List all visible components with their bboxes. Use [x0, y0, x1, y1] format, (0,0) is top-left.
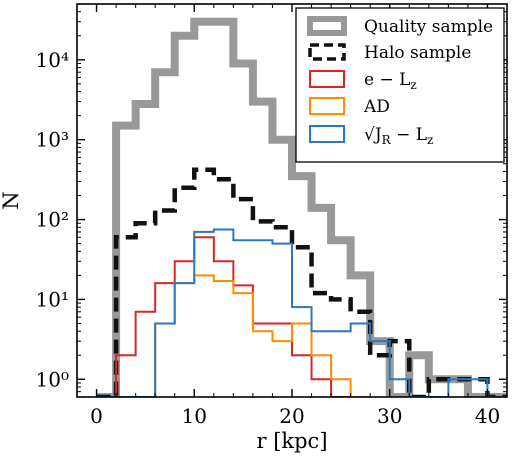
y-tick-label: 10¹: [36, 287, 69, 311]
x-axis-label: r [kpc]: [256, 429, 327, 453]
x-tick-label: 40: [475, 404, 500, 428]
series-step-line-4: [96, 228, 507, 397]
y-tick-label: 10²: [36, 208, 69, 232]
legend-label: Quality sample: [364, 17, 493, 37]
x-tick-label: 0: [90, 404, 103, 428]
legend-swatch: [309, 70, 345, 88]
legend-swatch: [308, 43, 346, 61]
legend-swatch: [307, 16, 347, 36]
y-axis-label: N: [0, 191, 23, 209]
legend-swatch: [309, 97, 345, 115]
y-tick-label: 10⁰: [36, 367, 69, 391]
x-tick-label: 20: [279, 404, 304, 428]
legend-label: AD: [363, 97, 390, 117]
legend: Quality sample Halo sample e − Lz AD √JR − L…: [295, 7, 505, 163]
legend-swatch: [309, 125, 345, 143]
x-tick-label: 30: [377, 404, 402, 428]
series-step-line-0: [96, 17, 507, 397]
series-step-line-1: [96, 167, 507, 397]
y-tick-label: 10⁴: [36, 48, 69, 72]
histogram-steps: [96, 17, 507, 397]
series-step-line-2: [96, 236, 371, 397]
legend-label: √JR − Lz: [364, 125, 433, 147]
legend-label: Halo sample: [364, 43, 471, 63]
legend-label: e − Lz: [364, 70, 417, 92]
x-tick-label: 10: [182, 404, 207, 428]
axis-ticks: 0 10 20 30 40 10⁰ 10¹ 10² 10³ 10⁴: [36, 3, 507, 428]
y-tick-label: 10³: [36, 128, 69, 152]
